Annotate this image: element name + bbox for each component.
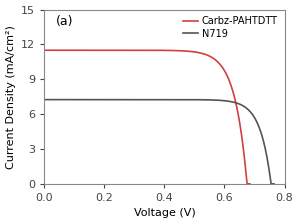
Carbz-PAHTDTT [245,183,249,185]
Carbz-PAHTDTT [115,49,118,52]
Legend: Carbz-PAHTDTT, N719: Carbz-PAHTDTT, N719 [181,14,280,41]
Carbz-PAHTDTT [229,84,233,86]
N719 [129,98,132,101]
N719 [42,98,46,101]
Y-axis label: Current Density (mA/cm²): Current Density (mA/cm²) [6,25,16,169]
N719 [272,183,276,185]
Carbz-PAHTDTT [190,50,194,53]
Line: Carbz-PAHTDTT: Carbz-PAHTDTT [44,50,250,184]
Line: N719: N719 [44,100,274,184]
Carbz-PAHTDTT [42,49,46,52]
N719 [137,98,141,101]
Carbz-PAHTDTT [116,49,120,52]
N719 [199,98,203,101]
Carbz-PAHTDTT [248,183,252,185]
Carbz-PAHTDTT [192,50,195,53]
X-axis label: Voltage (V): Voltage (V) [134,209,195,218]
N719 [269,183,273,185]
Carbz-PAHTDTT [198,52,202,54]
N719 [91,98,95,101]
N719 [56,98,59,101]
N719 [136,98,140,101]
Text: (a): (a) [56,15,74,28]
